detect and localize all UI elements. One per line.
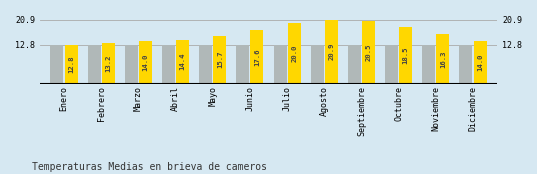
- Text: 13.2: 13.2: [105, 55, 111, 72]
- Bar: [213, 36, 226, 84]
- Bar: [325, 20, 338, 84]
- Bar: [422, 45, 436, 84]
- Text: 14.0: 14.0: [477, 54, 483, 71]
- Text: 14.4: 14.4: [179, 53, 186, 70]
- Bar: [236, 45, 249, 84]
- Bar: [474, 41, 487, 84]
- Bar: [64, 45, 77, 84]
- Text: 20.0: 20.0: [291, 44, 297, 62]
- Bar: [250, 30, 264, 84]
- Bar: [437, 34, 449, 84]
- Bar: [273, 45, 287, 84]
- Text: 14.0: 14.0: [142, 54, 148, 71]
- Text: 17.6: 17.6: [254, 48, 260, 66]
- Bar: [362, 21, 375, 84]
- Text: 20.5: 20.5: [366, 44, 372, 61]
- Bar: [399, 27, 412, 84]
- Bar: [101, 43, 115, 84]
- Text: 20.9: 20.9: [328, 43, 335, 61]
- Bar: [139, 41, 152, 84]
- Bar: [288, 23, 301, 84]
- Bar: [88, 45, 100, 84]
- Text: 16.3: 16.3: [440, 50, 446, 68]
- Text: 18.5: 18.5: [403, 47, 409, 64]
- Text: Temperaturas Medias en brieva de cameros: Temperaturas Medias en brieva de cameros: [32, 162, 267, 172]
- Bar: [311, 45, 324, 84]
- Bar: [348, 45, 361, 84]
- Bar: [385, 45, 398, 84]
- Text: 12.8: 12.8: [68, 55, 74, 73]
- Text: 15.7: 15.7: [217, 51, 223, 68]
- Bar: [176, 40, 189, 84]
- Bar: [162, 45, 175, 84]
- Bar: [125, 45, 138, 84]
- Bar: [460, 45, 473, 84]
- Bar: [199, 45, 212, 84]
- Bar: [50, 45, 63, 84]
